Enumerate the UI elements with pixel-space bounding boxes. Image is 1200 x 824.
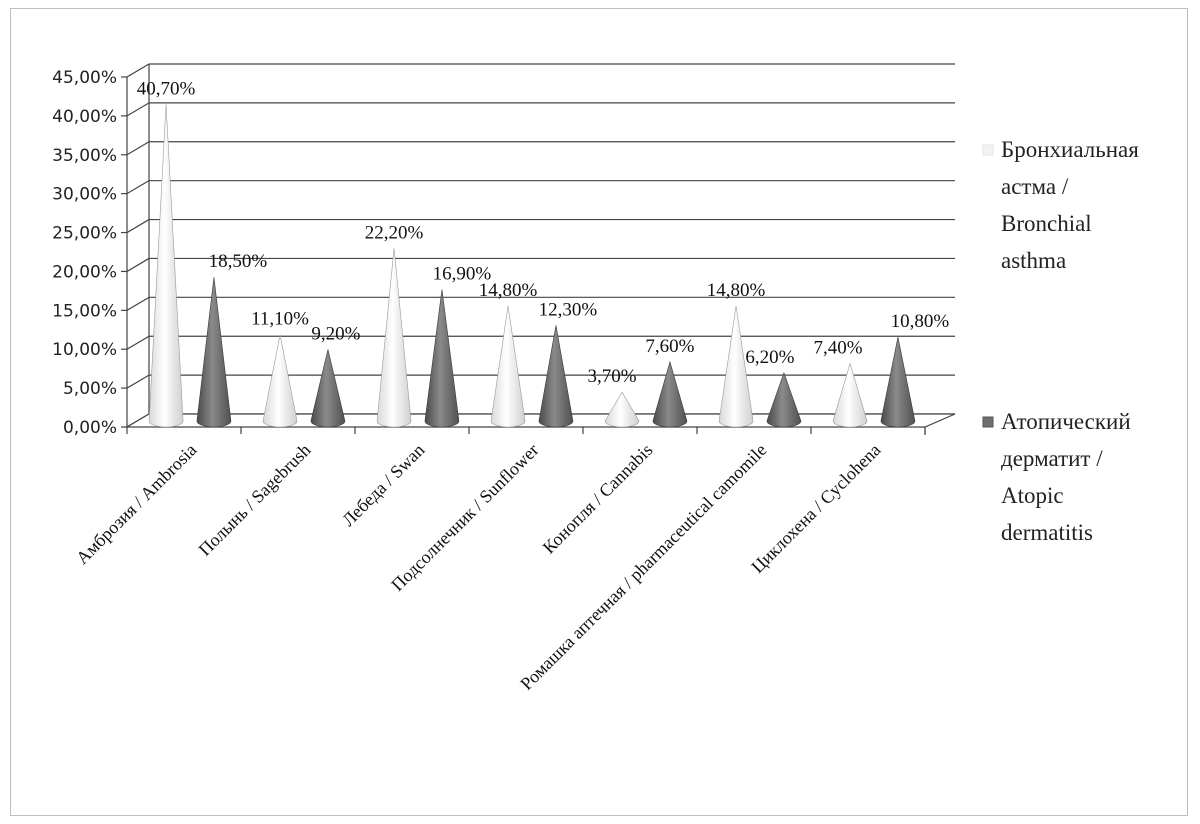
ytick-label: 25,00% (52, 224, 117, 244)
data-label: 9,20% (311, 323, 360, 344)
ytick-label: 35,00% (52, 146, 117, 166)
ytick-label: 40,00% (52, 107, 117, 127)
data-label: 7,40% (814, 337, 863, 358)
data-labels-layer: 40,70% 11,10% 22,20% 14,80% 3,70% 14,80% 7,40%… (137, 78, 950, 387)
legend-swatch (982, 416, 994, 428)
legend-entry: Атопический дерматит / Atopic dermatitis (982, 409, 1131, 545)
legend-label: Атопический (1001, 409, 1131, 434)
ytick-label: 10,00% (52, 340, 117, 360)
cone-mark (718, 305, 754, 428)
cone-mark (832, 362, 868, 428)
legend-label: Бронхиальная (1001, 137, 1139, 162)
data-label: 12,30% (539, 299, 598, 320)
cone-mark (880, 336, 916, 428)
gridline-depth (126, 296, 150, 311)
xtick-label: Амброзия / Ambrosia (72, 440, 200, 568)
cones-layer (148, 104, 916, 428)
gridline-depth (126, 219, 150, 234)
cone-mark (538, 325, 574, 428)
cone-mark (604, 391, 640, 428)
data-label: 6,20% (745, 347, 794, 368)
ytick-label: 45,00% (52, 68, 117, 88)
gridline-depth (126, 102, 150, 117)
gridline-depth (126, 257, 150, 272)
cone-mark (310, 349, 346, 428)
ytick-label: 5,00% (63, 379, 117, 399)
cone-mark (490, 305, 526, 428)
cone-chart: 0,00% 5,00% 10,00% 15,00% 20,00% 25,00% 30,00%… (52, 63, 1139, 694)
data-label: 11,10% (251, 309, 309, 330)
data-label: 14,80% (707, 280, 766, 301)
legend-label: Atopic (1001, 483, 1064, 508)
gridline-depth (126, 180, 150, 195)
cone-mark (196, 277, 232, 428)
xtick-label: Полынь / Sagebrush (195, 440, 315, 560)
legend-label: asthma (1001, 248, 1066, 273)
gridline-depth (126, 63, 150, 78)
cone-mark (766, 371, 802, 428)
cone-mark (424, 289, 460, 428)
xtick-label: Ромашка аптечная / pharmaceutical camomi… (516, 440, 770, 694)
gridline-depth (126, 335, 150, 350)
legend-label: астма / (1001, 174, 1069, 199)
cone-mark (652, 360, 688, 428)
ytick-label: 30,00% (52, 185, 117, 205)
data-label: 3,70% (588, 366, 637, 387)
legend-label: Bronchial (1001, 211, 1092, 236)
ytick-label: 20,00% (52, 262, 117, 282)
data-label: 16,90% (433, 264, 492, 285)
gridline-depth (126, 374, 150, 389)
cone-mark (376, 248, 412, 428)
data-label: 10,80% (891, 311, 950, 332)
gridline-depth (126, 141, 150, 156)
data-label: 14,80% (479, 280, 538, 301)
xtick-label: Циклохена / Cyclohena (747, 440, 884, 577)
data-label: 22,20% (365, 222, 424, 243)
data-label: 40,70% (137, 78, 196, 99)
ytick-label: 0,00% (63, 418, 117, 438)
data-label: 18,50% (209, 251, 268, 272)
ytick-label: 15,00% (52, 301, 117, 321)
legend: Бронхиальная астма / Bronchial asthma Атопич… (982, 137, 1139, 545)
data-label: 7,60% (645, 336, 694, 357)
chart-frame: 0,00% 5,00% 10,00% 15,00% 20,00% 25,00% 30,00%… (10, 8, 1188, 816)
cone-mark (148, 104, 184, 428)
xtick-label: Конопля / Cannabis (539, 440, 657, 558)
legend-entry: Бронхиальная астма / Bronchial asthma (982, 137, 1139, 273)
legend-label: дерматит / (1001, 446, 1103, 471)
legend-label: dermatitis (1001, 520, 1093, 545)
cone-mark (262, 334, 298, 428)
xtick-label: Лебеда / Swan (338, 440, 428, 530)
legend-swatch (982, 144, 994, 156)
